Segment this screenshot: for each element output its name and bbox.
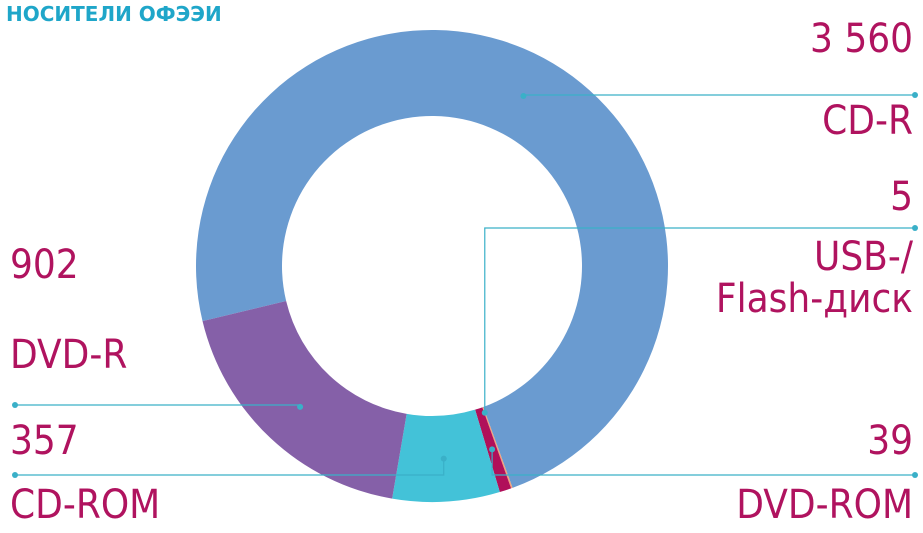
leader-dot	[520, 93, 527, 100]
leader-line	[491, 449, 915, 476]
leader-dot	[912, 472, 918, 478]
leader-dot	[489, 446, 496, 453]
donut-segment	[482, 406, 513, 489]
value-label: 39	[867, 418, 913, 464]
chart-title: НОСИТЕЛИ ОФЭЭИ	[6, 2, 222, 26]
leader-dot	[440, 455, 447, 462]
value-label: 902	[10, 242, 79, 288]
value-label: 357	[10, 418, 79, 464]
category-label: DVD-ROM	[736, 482, 913, 528]
donut-segment	[196, 30, 668, 488]
leader-dot	[12, 402, 18, 408]
leader-line	[15, 458, 445, 476]
donut-segment	[392, 409, 500, 502]
leader-dot	[297, 403, 304, 410]
donut-segment	[202, 301, 407, 499]
category-label: DVD-R	[10, 332, 128, 378]
value-label: 5	[890, 174, 913, 220]
value-label: 3 560	[810, 16, 913, 62]
leader-dot	[912, 92, 918, 98]
category-label: CD-R	[822, 98, 913, 144]
leader-dot	[912, 225, 918, 231]
leader-dot	[12, 472, 18, 478]
leader-dot	[481, 409, 488, 416]
leader-line	[484, 227, 915, 413]
category-label: CD-ROM	[10, 482, 161, 528]
category-label: USB-/ Flash-диск	[715, 234, 913, 322]
